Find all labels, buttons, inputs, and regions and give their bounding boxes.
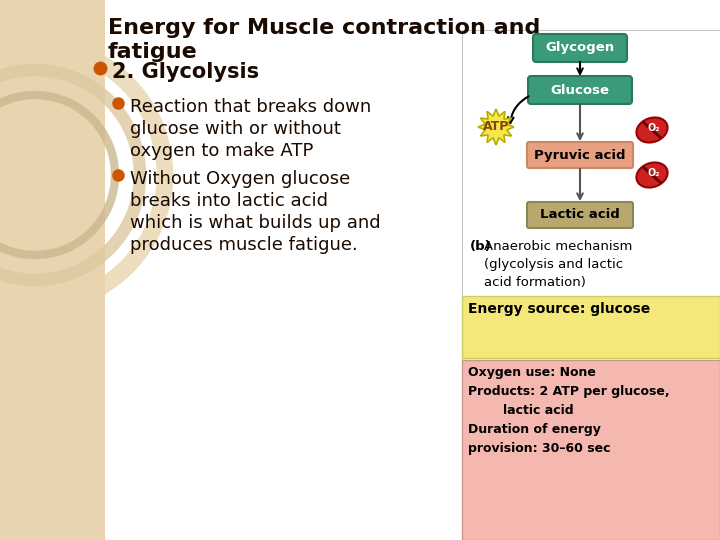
Text: Lactic acid: Lactic acid <box>540 208 620 221</box>
Text: lactic acid: lactic acid <box>468 404 574 417</box>
Text: Products: 2 ATP per glucose,: Products: 2 ATP per glucose, <box>468 385 670 398</box>
Text: produces muscle fatigue.: produces muscle fatigue. <box>130 236 358 254</box>
Text: Energy for Muscle contraction and: Energy for Muscle contraction and <box>108 18 541 38</box>
Text: 2. Glycolysis: 2. Glycolysis <box>112 62 259 82</box>
Text: Reaction that breaks down: Reaction that breaks down <box>130 98 372 116</box>
FancyBboxPatch shape <box>533 34 627 62</box>
Text: Without Oxygen glucose: Without Oxygen glucose <box>130 170 350 188</box>
Text: O₂: O₂ <box>648 123 660 133</box>
Ellipse shape <box>636 118 667 143</box>
Ellipse shape <box>636 163 667 187</box>
Text: ATP: ATP <box>483 120 509 133</box>
Text: which is what builds up and: which is what builds up and <box>130 214 381 232</box>
FancyBboxPatch shape <box>527 142 633 168</box>
Text: Glucose: Glucose <box>551 84 610 97</box>
Bar <box>462 30 720 540</box>
FancyBboxPatch shape <box>528 76 632 104</box>
Text: Anaerobic mechanism
(glycolysis and lactic
acid formation): Anaerobic mechanism (glycolysis and lact… <box>484 240 632 289</box>
Bar <box>0 0 105 540</box>
Text: glucose with or without: glucose with or without <box>130 120 341 138</box>
Bar <box>462 296 720 358</box>
Bar <box>462 360 720 540</box>
FancyBboxPatch shape <box>527 202 633 228</box>
Text: O₂: O₂ <box>648 168 660 178</box>
Text: Energy source: glucose: Energy source: glucose <box>468 302 650 316</box>
Text: Oxygen use: None: Oxygen use: None <box>468 366 596 379</box>
Text: oxygen to make ATP: oxygen to make ATP <box>130 142 313 160</box>
Text: (b): (b) <box>470 240 492 253</box>
Text: Glycogen: Glycogen <box>546 42 615 55</box>
Text: fatigue: fatigue <box>108 42 198 62</box>
Text: provision: 30–60 sec: provision: 30–60 sec <box>468 442 611 455</box>
Text: Duration of energy: Duration of energy <box>468 423 601 436</box>
Text: breaks into lactic acid: breaks into lactic acid <box>130 192 328 210</box>
Polygon shape <box>478 109 514 145</box>
Bar <box>105 0 720 540</box>
Text: Pyruvic acid: Pyruvic acid <box>534 148 626 161</box>
